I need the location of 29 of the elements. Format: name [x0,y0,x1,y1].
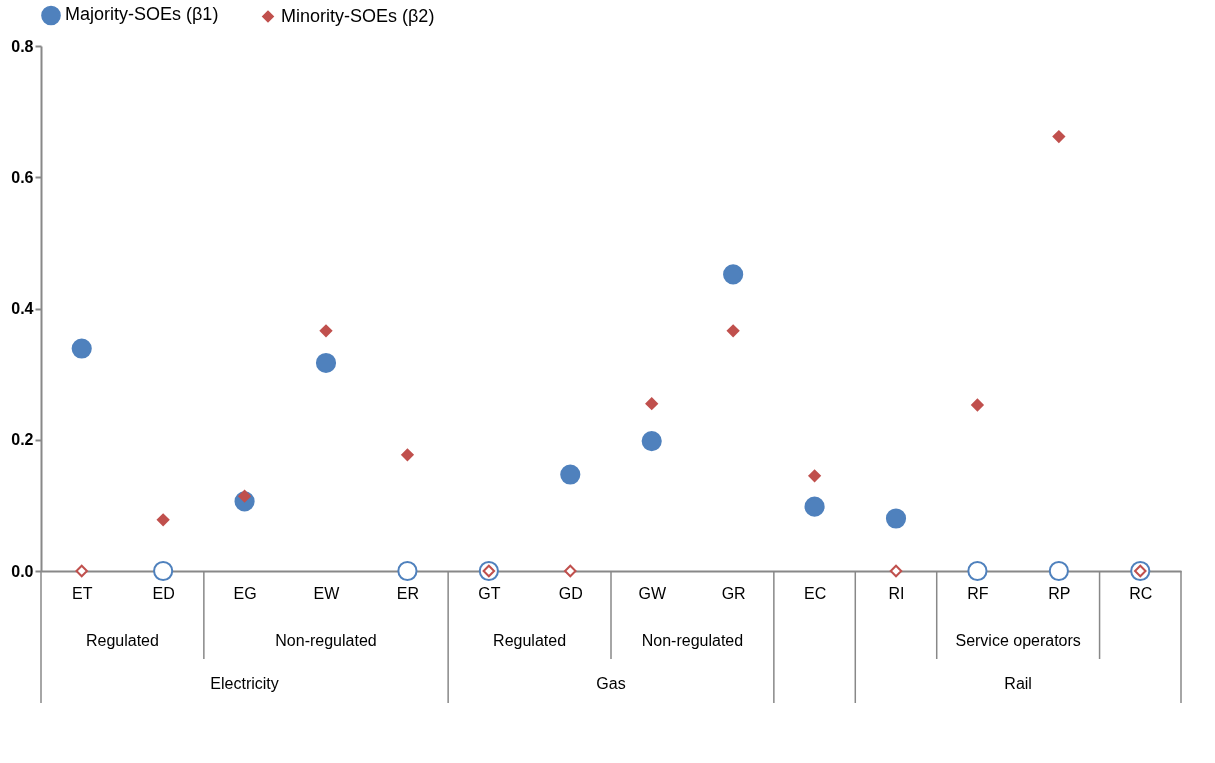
text: Regulated [85,632,159,649]
x-tick-label: GD [558,584,583,602]
text: Electricity [210,675,279,692]
y-tick-label: 0.8 [11,37,34,55]
x-tick-label: RI [888,584,905,602]
text: Rail [1004,675,1032,692]
legend-label: Minority-SOEs (β2) [281,5,435,26]
text: Service operators [955,632,1081,649]
x-tick-label: RP [1048,584,1071,602]
x-tick-label: RC [1129,584,1153,602]
y-tick-label: 0.2 [11,431,34,449]
text: Non-regulated [275,632,377,649]
x-tick-label: RF [967,584,989,602]
text: Regulated [493,632,567,649]
x-tick-label: ET [71,584,93,602]
y-tick-label: 0.6 [11,168,34,186]
x-tick-label: EC [803,584,827,602]
x-tick-label: EG [233,584,257,602]
x-tick-label: GR [721,584,746,602]
x-tick-label: ED [152,584,175,602]
x-tick-label: GT [478,584,501,602]
y-tick-label: 0.4 [11,300,34,317]
x-tick-label: ER [396,584,420,602]
y-tick-label: 0.0 [11,562,34,580]
x-tick-label: EW [313,584,341,602]
legend-label: Majority-SOEs (β1) [65,4,219,25]
text: Non-regulated [641,632,744,649]
x-tick-label: GW [638,584,667,602]
text: Gas [596,675,626,692]
